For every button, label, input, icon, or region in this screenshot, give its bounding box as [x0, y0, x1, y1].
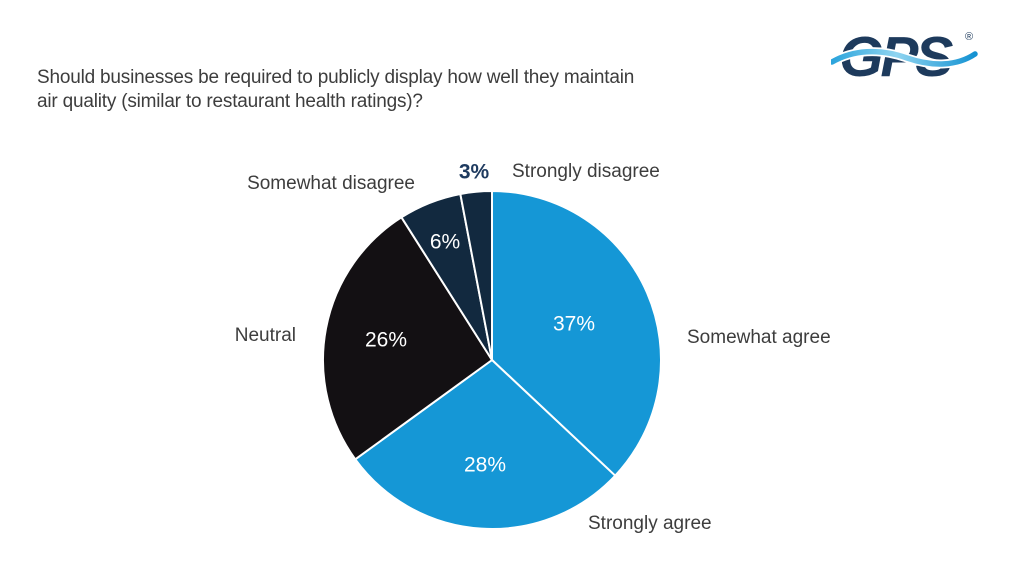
slice-label-neutral: Neutral — [234, 325, 296, 346]
gps-logo: GPS ® — [827, 24, 981, 95]
chart-question-title: Should businesses be required to publicl… — [37, 66, 634, 114]
title-line-2: air quality (similar to restaurant healt… — [37, 91, 423, 112]
gps-logo-graphic: GPS ® — [827, 25, 980, 89]
slice-value-label-strongly-agree: 28% — [463, 453, 507, 477]
logo-wave-icon — [829, 48, 978, 67]
slice-value-label-strongly-disagree: 3% — [458, 160, 490, 184]
title-line-1: Should businesses be required to publicl… — [37, 67, 635, 88]
pie-slice-strongly-agree — [354, 359, 617, 531]
slice-value-label-somewhat-disagree: 6% — [429, 230, 461, 254]
slice-label-somewhat-disagree: Somewhat disagree — [247, 173, 415, 194]
slice-label-somewhat-agree: Somewhat agree — [687, 327, 831, 348]
pie-graphic — [322, 189, 663, 531]
pie-slice-strongly-disagree — [459, 189, 493, 361]
slice-value-label-somewhat-agree: 37% — [552, 312, 596, 336]
slice-value-label-neutral: 26% — [364, 328, 408, 352]
slice-label-strongly-disagree: Strongly disagree — [512, 161, 660, 182]
pie-slice-somewhat-agree — [491, 190, 663, 477]
slice-label-strongly-agree: Strongly agree — [588, 513, 712, 534]
registered-trademark-icon: ® — [965, 31, 973, 43]
pie-slice-neutral — [322, 216, 493, 461]
